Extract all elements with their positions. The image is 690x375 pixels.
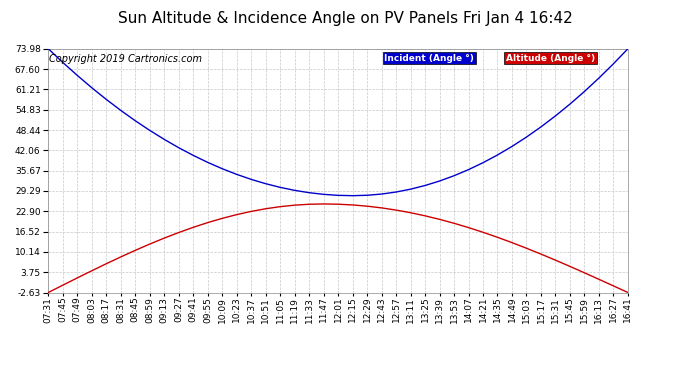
Text: Altitude (Angle °): Altitude (Angle °) xyxy=(506,54,595,63)
Text: Sun Altitude & Incidence Angle on PV Panels Fri Jan 4 16:42: Sun Altitude & Incidence Angle on PV Pan… xyxy=(117,11,573,26)
Text: Copyright 2019 Cartronics.com: Copyright 2019 Cartronics.com xyxy=(50,54,202,64)
Text: Incident (Angle °): Incident (Angle °) xyxy=(384,54,474,63)
